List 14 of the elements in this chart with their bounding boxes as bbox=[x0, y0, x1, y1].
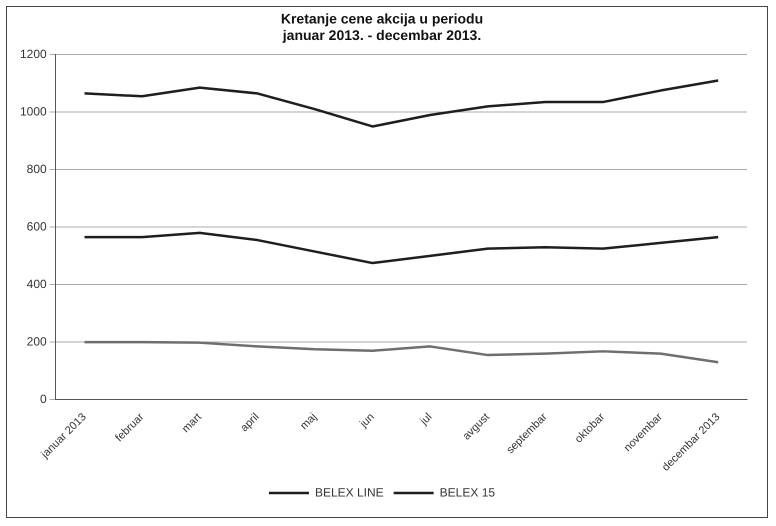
y-tick-label: 400 bbox=[26, 276, 48, 291]
text: januar 2013. - decembar 2013. bbox=[282, 27, 482, 44]
y-tick-label: 600 bbox=[26, 219, 48, 234]
x-tick-label: jul bbox=[417, 411, 434, 428]
legend-label: BELEX LINE bbox=[314, 485, 384, 500]
legend-label: BELEX 15 bbox=[440, 485, 496, 500]
y-tick-label: 0 bbox=[40, 392, 48, 406]
text: Kretanje cene akcija u periodu bbox=[280, 10, 484, 26]
x-tick-label: maj bbox=[298, 411, 320, 432]
y-tick-label: 200 bbox=[26, 334, 48, 348]
x-tick-label: jun bbox=[357, 411, 377, 431]
y-tick-label: 1000 bbox=[20, 104, 48, 118]
y-tick-label: 1200 bbox=[20, 46, 48, 61]
y-tick-label: 800 bbox=[26, 162, 48, 176]
